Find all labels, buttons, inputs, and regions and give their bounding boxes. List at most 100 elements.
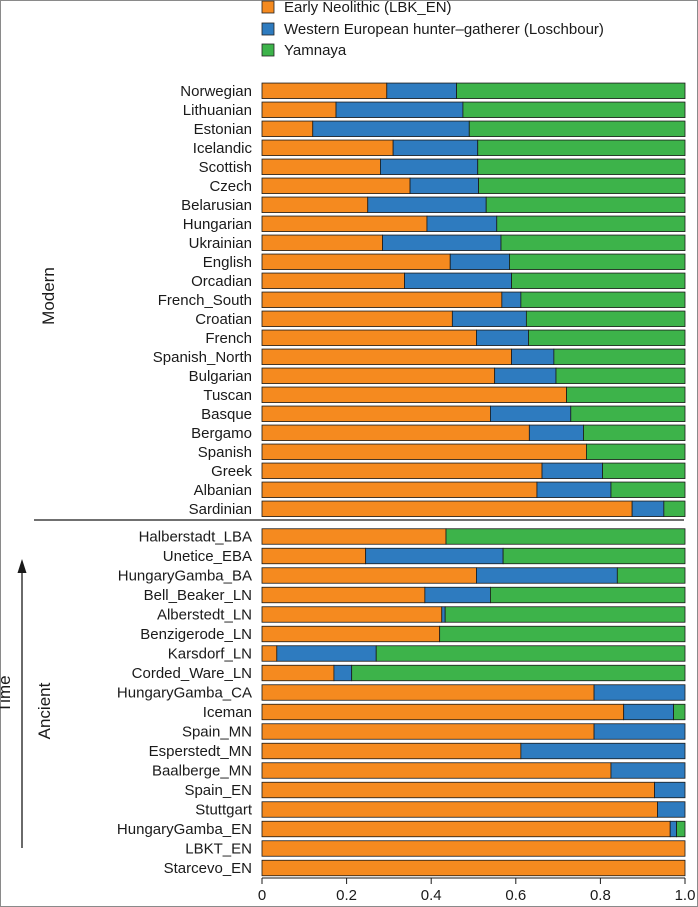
bar-segment-western — [631, 500, 665, 517]
bar-segment-early — [261, 101, 337, 118]
row-label: Ukrainian — [189, 235, 252, 252]
bar-segment-western — [441, 606, 446, 623]
row-label: Bulgarian — [189, 368, 252, 385]
bar-segment-western — [669, 820, 677, 838]
bar-segment-yamnaya — [500, 234, 686, 251]
row-label: Sardinian — [189, 501, 252, 518]
bar-segment-western — [476, 567, 618, 584]
bar-segment-early — [261, 606, 443, 623]
group-label-ancient: Ancient — [35, 682, 54, 739]
bar-segment-yamnaya — [676, 820, 686, 838]
bar-segment-yamnaya — [444, 606, 686, 623]
row-label: English — [203, 254, 252, 271]
x-tick-label: 0.2 — [336, 887, 357, 904]
bar-segment-western — [593, 723, 686, 740]
bar-segment-yamnaya — [490, 586, 686, 604]
row-label: Norwegian — [180, 83, 252, 100]
bar-segment-early — [261, 310, 453, 327]
bar-segment-yamnaya — [477, 158, 686, 175]
row-label: Stuttgart — [195, 802, 253, 819]
bar-segment-early — [261, 664, 335, 682]
bar-segment-western — [386, 82, 457, 99]
row-label: Esperstedt_MN — [149, 743, 252, 760]
bar-segment-yamnaya — [525, 310, 686, 327]
row-label: Hungarian — [183, 216, 252, 233]
row-label: Bell_Beaker_LN — [144, 587, 252, 604]
bar-segment-western — [333, 664, 353, 682]
bar-segment-western — [623, 703, 674, 721]
bar-segment-western — [451, 310, 527, 327]
bar-segment-early — [261, 329, 477, 346]
bar-segment-western — [312, 120, 470, 137]
bar-segment-early — [261, 762, 612, 779]
bar-segment-early — [261, 859, 686, 877]
bar-segment-early — [261, 547, 367, 565]
bar-segment-early — [261, 196, 369, 213]
row-label: HungaryGamba_BA — [118, 568, 252, 585]
bar-segment-western — [449, 253, 510, 270]
bar-segment-early — [261, 801, 658, 818]
bar-segment-yamnaya — [553, 348, 686, 365]
row-label: Bergamo — [191, 425, 252, 442]
bar-segment-western — [409, 177, 479, 194]
bar-segment-western — [501, 291, 522, 308]
bar-segment-yamnaya — [528, 329, 686, 346]
bar-segment-western — [365, 547, 504, 565]
bar-segment-early — [261, 348, 512, 365]
bar-segment-western — [404, 272, 512, 289]
row-label: Halberstadt_LBA — [139, 529, 252, 546]
bar-segment-early — [261, 781, 655, 799]
bar-segment-early — [261, 215, 428, 232]
bar-segment-yamnaya — [496, 215, 686, 232]
bar-segment-yamnaya — [502, 547, 686, 565]
bar-segment-early — [261, 139, 394, 156]
bar-segment-western — [511, 348, 555, 365]
bar-segment-yamnaya — [520, 291, 686, 308]
bar-segment-yamnaya — [610, 481, 686, 498]
bar-segment-yamnaya — [673, 703, 686, 721]
row-label: Corded_Ware_LN — [132, 665, 252, 682]
bar-segment-early — [261, 840, 686, 857]
bar-segment-early — [261, 272, 405, 289]
bar-segment-early — [261, 481, 538, 498]
legend-swatch-1 — [261, 0, 275, 14]
row-label: HungaryGamba_CA — [117, 685, 252, 702]
bar-segment-yamnaya — [602, 462, 686, 479]
row-label: Basque — [201, 406, 252, 423]
x-tick-label: 1.0 — [675, 887, 696, 904]
row-label: Scottish — [199, 159, 252, 176]
x-tick-label: 0 — [258, 887, 266, 904]
row-label: Unetice_EBA — [163, 548, 252, 565]
bar-segment-western — [392, 139, 479, 156]
row-label: Icelandic — [193, 140, 253, 157]
bar-segment-yamnaya — [509, 253, 686, 270]
bar-segment-western — [490, 405, 572, 422]
bar-segment-yamnaya — [485, 196, 686, 213]
legend-label-1: Early Neolithic (LBK_EN) — [284, 0, 452, 16]
bar-segment-western — [536, 481, 612, 498]
bar-segment-early — [261, 723, 595, 740]
bar-segment-early — [261, 405, 491, 422]
bar-segment-yamnaya — [555, 367, 686, 384]
bar-segment-yamnaya — [456, 82, 686, 99]
row-label: French — [205, 330, 252, 347]
row-label: Alberstedt_LN — [157, 607, 252, 624]
row-label: Orcadian — [191, 273, 252, 290]
bar-segment-yamnaya — [570, 405, 686, 422]
row-label: Karsdorf_LN — [168, 646, 252, 663]
x-tick-label: 0.4 — [421, 887, 442, 904]
bar-segment-early — [261, 528, 447, 545]
group-label-modern: Modern — [39, 267, 58, 325]
bar-segment-early — [261, 253, 451, 270]
bar-segment-early — [261, 120, 314, 137]
bar-segment-western — [657, 801, 686, 818]
row-label: Baalberge_MN — [152, 763, 252, 780]
row-label: HungaryGamba_EN — [117, 821, 252, 838]
bar-segment-early — [261, 703, 625, 721]
bar-segment-yamnaya — [616, 567, 686, 584]
row-label: Spain_EN — [184, 782, 252, 799]
bar-segment-early — [261, 462, 543, 479]
bar-segment-western — [610, 762, 686, 779]
bar-segment-yamnaya — [445, 528, 686, 545]
